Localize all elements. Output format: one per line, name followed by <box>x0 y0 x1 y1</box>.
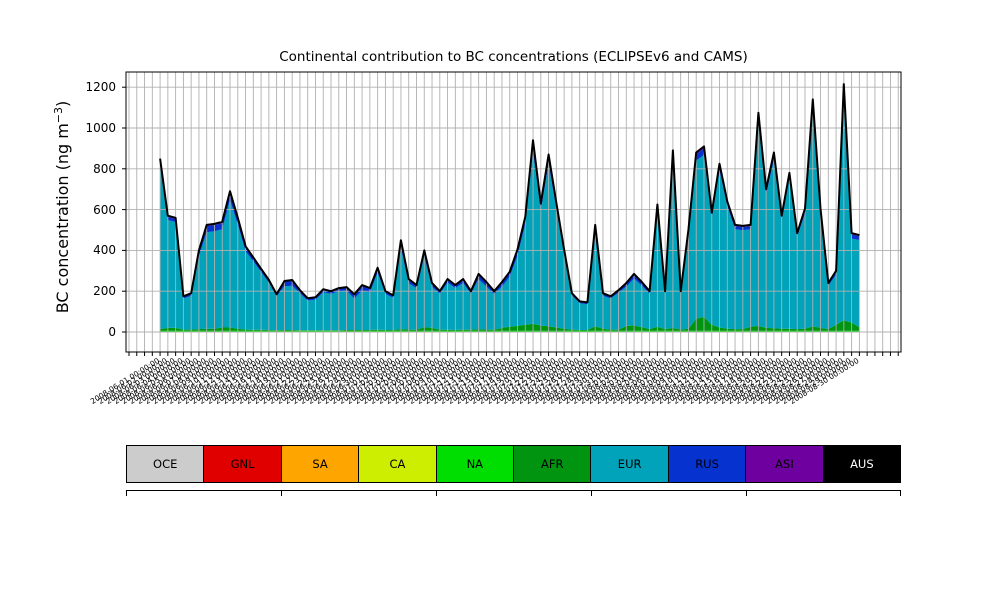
legend-item-rus: RUS <box>667 445 747 483</box>
y-axis-tick-labels: 1200 1000 800 600 400 200 0 <box>58 0 118 360</box>
legend-item-sa: SA <box>280 445 360 483</box>
y-tick-1000: 1000 <box>85 121 116 135</box>
y-tick-200: 200 <box>93 284 116 298</box>
secondary-axis-tick <box>436 491 437 496</box>
legend-item-ca: CA <box>358 445 437 483</box>
secondary-axis-tick <box>126 491 127 496</box>
legend-item-oce: OCE <box>126 445 205 483</box>
secondary-axis-tick <box>900 491 901 496</box>
y-tick-400: 400 <box>93 243 116 257</box>
y-tick-1200: 1200 <box>85 80 116 94</box>
secondary-axis-tick <box>281 491 282 496</box>
legend-item-aus: AUS <box>822 445 902 483</box>
legend: OCE GNL SA CA NA AFR EUR RUS ASI AUS <box>126 445 902 483</box>
legend-item-afr: AFR <box>513 445 592 483</box>
y-tick-600: 600 <box>93 203 116 217</box>
secondary-axis-tick <box>746 491 747 496</box>
legend-item-eur: EUR <box>590 445 669 483</box>
legend-item-gnl: GNL <box>203 445 282 483</box>
y-tick-800: 800 <box>93 162 116 176</box>
legend-item-asi: ASI <box>745 445 824 483</box>
secondary-axis <box>126 490 901 497</box>
chart-title: Continental contribution to BC concentra… <box>279 49 748 65</box>
secondary-axis-tick <box>591 491 592 496</box>
y-tick-0: 0 <box>108 325 116 339</box>
legend-item-na: NA <box>435 445 515 483</box>
